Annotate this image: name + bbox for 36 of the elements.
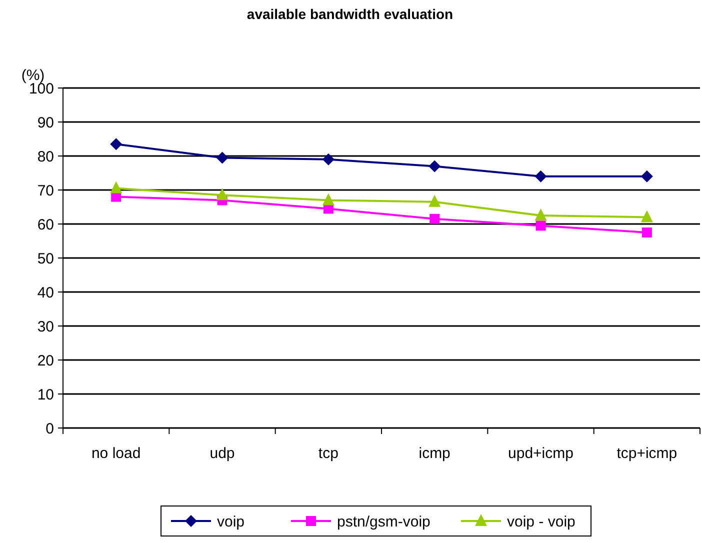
point xyxy=(322,153,334,166)
point xyxy=(642,228,652,238)
point xyxy=(216,188,228,200)
x-tick-label: udp xyxy=(210,445,235,462)
y-tick-label: 60 xyxy=(37,216,54,234)
point xyxy=(536,220,546,231)
x-tick-label: upd+icmp xyxy=(508,445,574,462)
y-tick-label: 90 xyxy=(37,114,54,132)
point xyxy=(428,160,441,172)
point xyxy=(640,210,653,222)
chart-title: available bandwidth evaluation xyxy=(246,6,454,22)
x-tick-label: no load xyxy=(91,445,141,462)
x-tick-label: icmp xyxy=(418,445,450,462)
point xyxy=(640,170,653,182)
y-tick-label: 40 xyxy=(37,284,54,302)
point xyxy=(428,194,441,207)
legend-label: pstn/gsm-voip xyxy=(337,513,430,530)
point xyxy=(430,214,440,224)
y-tick-label: 50 xyxy=(37,250,54,268)
y-axis-title: (%) xyxy=(21,67,45,84)
y-tick-label: 70 xyxy=(37,182,54,200)
legend-label: voip xyxy=(217,513,245,530)
y-tick-label: 10 xyxy=(37,386,54,404)
y-tick-label: 20 xyxy=(37,352,54,370)
point xyxy=(110,138,122,150)
y-tick-label: 30 xyxy=(37,318,54,336)
point xyxy=(110,181,122,194)
point xyxy=(534,170,547,182)
y-tick-label: 0 xyxy=(46,420,54,438)
point xyxy=(534,208,547,220)
point xyxy=(322,193,334,206)
point xyxy=(216,152,228,164)
x-tick-label: tcp xyxy=(318,445,338,462)
x-tick-label: tcp+icmp xyxy=(616,445,678,462)
y-tick-label: 80 xyxy=(37,148,54,166)
legend-label: voip - voip xyxy=(507,513,576,530)
